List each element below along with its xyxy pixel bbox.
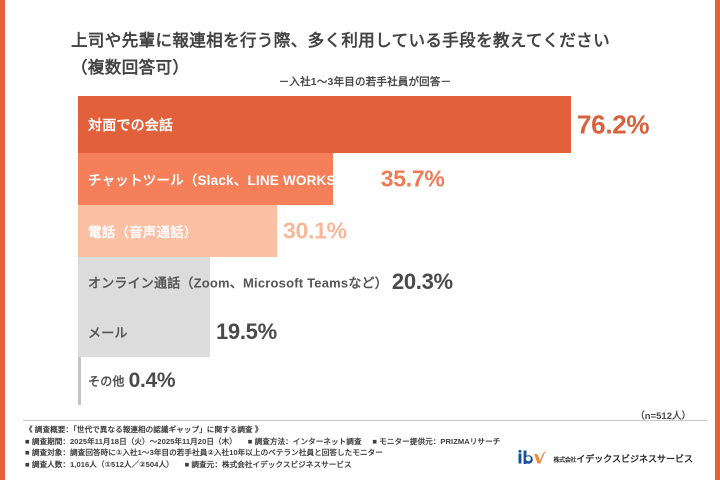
- ibv-logo-icon: [518, 450, 548, 464]
- survey-period: 調査期間：2025年11月18日（火）〜2025年11月20日（木）: [31, 436, 237, 446]
- bullet-icon: ■: [247, 436, 253, 446]
- bar-category-label: オンライン通話（Zoom、Microsoft Teamsなど）: [88, 275, 388, 291]
- bar-chart: 対面での会話 76.2% チャットツール（Slack、LINE WORKSなど） 35…: [5, 96, 720, 405]
- chart-subtitle: －入社1〜3年目の若手社員が回答－: [278, 76, 452, 88]
- bar-rect: [78, 205, 277, 257]
- chart-row: その他 0.4%: [5, 357, 720, 405]
- bar-rect: [78, 357, 81, 405]
- bar-category-label: チャットツール（Slack、LINE WORKSなど）: [88, 173, 377, 188]
- bullet-icon: ■: [25, 436, 30, 446]
- logo-name: イデックスビジネスサービス: [576, 453, 693, 464]
- bar-rect: [78, 153, 333, 205]
- footer-line-1: 《 調査概要：「世代で異なる報連相の認識ギャップ」に関する調査 》: [25, 424, 715, 436]
- bar-value-label: 0.4%: [128, 369, 176, 392]
- survey-overview-text: 《 調査概要：「世代で異なる報連相の認識ギャップ」に関する調査 》: [25, 425, 263, 434]
- page-title-line2: （複数回答可）: [71, 59, 190, 77]
- bullet-icon: ■: [184, 459, 190, 469]
- company-logo: 株式会社イデックスビジネスサービス: [518, 450, 693, 466]
- chart-row: 対面での会話 76.2%: [5, 96, 720, 153]
- survey-source: 調査元：株式会社イデックスビジネスサービス: [191, 459, 352, 469]
- sample-size-note: （n=512人）: [635, 411, 691, 422]
- bullet-icon: ■: [25, 459, 30, 469]
- survey-respondents: 調査人数：1,016人（①512人／②504人）: [31, 459, 174, 469]
- bar-value-label: 19.5%: [216, 319, 277, 344]
- bar-category-label: メール: [88, 325, 128, 341]
- logo-corp-prefix: 株式会社: [553, 457, 577, 464]
- bar-value-label: 30.1%: [283, 217, 347, 244]
- bar-value-label: 35.7%: [380, 165, 445, 192]
- footer-line-4: ■ 調査人数：1,016人（①512人／②504人） ■ 調査元：株式会社イデッ…: [25, 459, 715, 471]
- bar-category-label: 電話（音声通話）: [88, 225, 198, 240]
- page-title-line1: 上司や先輩に報連相を行う際、多く利用している手段を教えてください: [71, 32, 610, 50]
- chart-row: チャットツール（Slack、LINE WORKSなど） 35.7%: [5, 153, 720, 205]
- monitor-provider: モニター提供元：PRIZMAリサーチ: [379, 436, 501, 446]
- survey-target: 調査対象：調査回答時に①入社1〜3年目の若手社員②入社10年以上のベテラン社員と…: [31, 448, 383, 458]
- title-block: 上司や先輩に報連相を行う際、多く利用している手段を教えてください （複数回答可）: [71, 28, 691, 82]
- bar-value-label: 20.3%: [391, 269, 453, 294]
- footer-divider: [23, 420, 707, 421]
- footer-line-2: ■ 調査期間：2025年11月18日（火）〜2025年11月20日（木） ■ 調…: [25, 436, 715, 448]
- bar-rect: [78, 257, 210, 307]
- chart-row: 電話（音声通話） 30.1%: [5, 205, 720, 257]
- bar-category-label: 対面での会話: [88, 116, 174, 133]
- chart-row: メール 19.5%: [5, 307, 720, 357]
- chart-row: オンライン通話（Zoom、Microsoft Teamsなど） 20.3%: [5, 257, 720, 307]
- bar-rect: [78, 307, 210, 357]
- bar-value-label: 76.2%: [577, 109, 650, 139]
- logo-company-name: 株式会社イデックスビジネスサービス: [553, 452, 693, 465]
- bullet-icon: ■: [25, 448, 30, 458]
- footer-line-3: ■ 調査対象：調査回答時に①入社1〜3年目の若手社員②入社10年以上のベテラン社…: [25, 447, 715, 459]
- survey-method: 調査方法：インターネット調査: [254, 436, 362, 446]
- bar-rect: [78, 96, 571, 153]
- footer-notes: 《 調査概要：「世代で異なる報連相の認識ギャップ」に関する調査 》 ■ 調査期間…: [25, 424, 715, 470]
- bar-category-label: その他: [88, 374, 125, 389]
- bullet-icon: ■: [372, 436, 378, 446]
